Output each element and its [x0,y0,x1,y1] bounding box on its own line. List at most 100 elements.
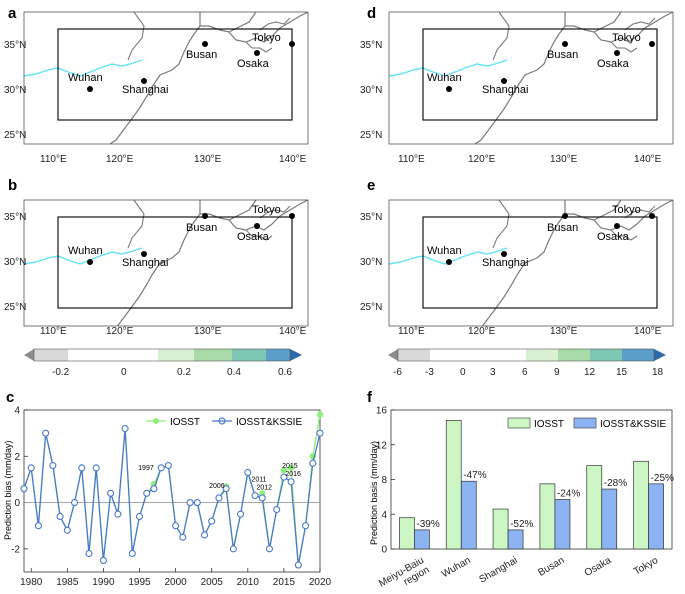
legend-swatch [507,417,531,429]
city-dot [202,213,208,219]
city-dot [202,41,208,47]
colorbar-tick: 0 [121,367,127,378]
colorbar-right: -6 -3 0 3 6 9 12 15 18 [388,348,666,378]
city-dot [562,213,568,219]
panel-f: f 0 4 8 12 16 -39% -47% -52% -24% -28% -25% Meiyu… [367,389,674,590]
city-label-osaka: Osaka [237,58,270,70]
city-dot [254,223,260,229]
series-point [135,512,144,521]
series-point [128,549,136,558]
series-point [193,499,201,507]
chart-f-bars: -39% -47% -52% -24% -28% -25% [399,420,674,550]
city-label-tokyo: Tokyo [612,204,641,216]
x-tick-label: 1985 [56,577,79,588]
lon-tick: 110°E [398,326,425,337]
series-point [294,561,302,569]
colorbar-tick: 0.6 [278,367,292,378]
legend-swatch [573,417,597,429]
series-point [49,461,57,470]
chart-f-legend: IOSST IOSST&KSSIE [507,417,666,430]
city-label-wuhan: Wuhan [68,245,103,257]
bar-pct-label: -24% [557,488,580,499]
bar-iosst-kssie [414,529,430,550]
series-point [20,485,28,493]
chart-c-xticks: 1980 1985 1990 1995 2000 2005 2010 2015 2020 [20,568,332,588]
x-tick-label: 2020 [309,577,332,588]
bar-pct-label: -28% [604,478,627,489]
x-category-label: Busan [536,555,566,579]
x-tick-label: 1980 [20,577,43,588]
series-point [229,545,237,553]
lat-tick: 30°N [4,85,26,96]
series-point [78,464,86,472]
panel-label: e [367,177,375,194]
series-point [27,464,35,472]
series-point [251,492,259,500]
bar-iosst-kssie [648,483,664,550]
bar-iosst-kssie [460,480,477,550]
y-tick-label: 16 [376,406,388,417]
panel-a: a [4,5,309,165]
city-label-wuhan: Wuhan [68,72,103,84]
series-point [164,461,172,470]
x-tick-label: 2015 [273,577,296,588]
city-label-busan: Busan [547,49,578,61]
lon-tick: 140°E [279,326,307,337]
lon-tick: 110°E [398,154,425,165]
panel-label: d [367,5,376,22]
annotation-year: 2011 [251,477,266,484]
series-point [302,522,310,530]
annotation-year: 2016 [285,471,301,478]
city-dot [289,41,295,47]
panel-e: e Wuhan Shanghai Bus [360,177,674,337]
series-point [99,556,107,564]
x-category-label: Osaka [583,555,614,579]
series-point [92,464,100,472]
series-point [34,522,42,530]
series-point [179,533,187,541]
panel-label: b [8,177,17,194]
lat-tick: 35°N [360,212,382,223]
city-label-wuhan: Wuhan [427,245,462,257]
colorbar-tick: 15 [616,367,628,378]
x-tick-label: 1995 [128,577,151,588]
lon-tick: 140°E [279,154,307,165]
city-label-osaka: Osaka [597,231,630,243]
x-category-text: Shanghai [477,555,519,586]
bar-pct-label: -39% [416,519,439,530]
lat-tick: 30°N [360,85,382,96]
panel-label: c [6,389,14,406]
chart-f-frame [390,409,673,550]
lat-tick: 30°N [360,257,382,268]
series-point [150,485,158,493]
series-point [222,485,230,493]
series-point [157,464,165,472]
x-category-text: Osaka [583,555,614,579]
annotation-year: 2006 [209,483,225,490]
legend-marker [218,417,226,425]
legend-label: IOSST [170,417,200,428]
series-point [208,517,216,525]
colorbar-tick: -3 [425,367,434,378]
bar-iosst [539,483,556,550]
city-dot [501,251,507,257]
series-point [316,429,324,437]
city-dot [289,213,295,219]
series-point [287,464,295,472]
series-point [143,489,151,497]
lat-tick: 35°N [4,212,26,223]
city-label-wuhan: Wuhan [427,72,462,84]
lon-tick: 110°E [40,154,67,165]
y-tick-label: 2 [14,452,20,463]
bar-pct-label: -47% [463,470,486,481]
lon-tick: 120°E [468,154,496,165]
x-category-label: Wuhan [440,555,473,580]
series-point [237,510,245,518]
series-point [172,522,180,530]
y-tick-label: 4 [381,510,387,521]
y-tick-label: 4 [14,406,20,417]
series-point [316,411,324,418]
lon-tick: 130°E [550,326,578,337]
city-label-osaka: Osaka [237,231,270,243]
series-point [121,424,129,433]
